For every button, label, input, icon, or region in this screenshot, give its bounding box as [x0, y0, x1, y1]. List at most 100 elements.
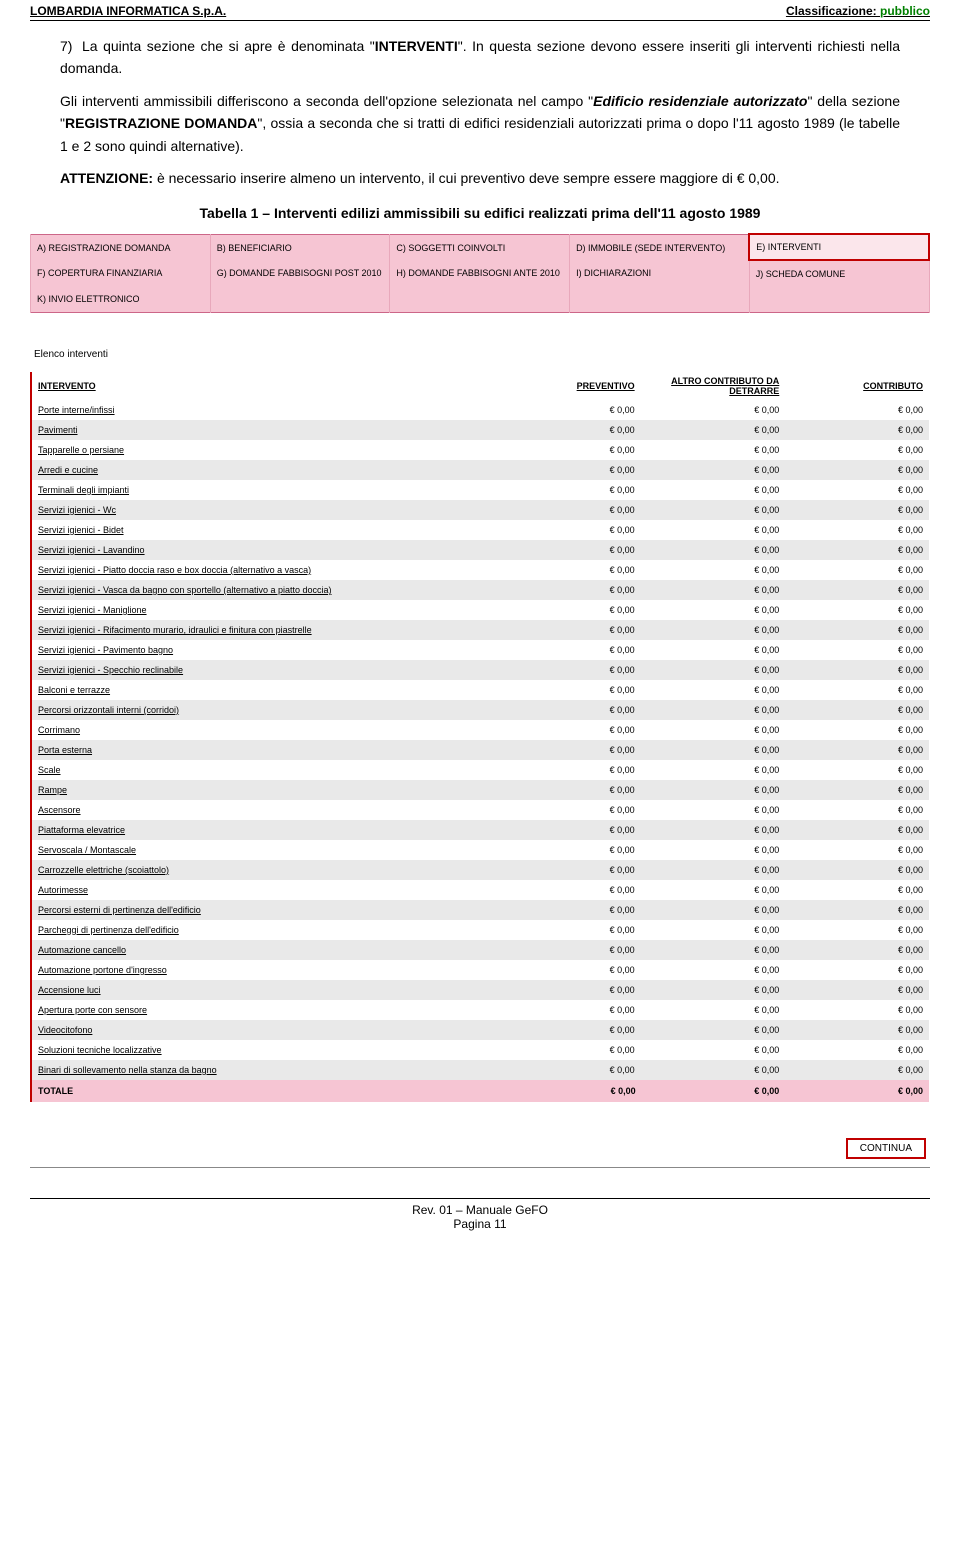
row-label[interactable]: Porte interne/infissi — [31, 400, 498, 420]
row-value: € 0,00 — [642, 600, 786, 620]
col-altro-contributo[interactable]: ALTRO CONTRIBUTO DA DETRARRE — [642, 372, 786, 400]
row-value: € 0,00 — [642, 520, 786, 540]
row-value: € 0,00 — [785, 800, 929, 820]
row-value: € 0,00 — [785, 560, 929, 580]
table-row: Servizi igienici - Piatto doccia raso e … — [31, 560, 929, 580]
row-value: € 0,00 — [642, 540, 786, 560]
row-label[interactable]: Apertura porte con sensore — [31, 1000, 498, 1020]
row-label[interactable]: Servizi igienici - Vasca da bagno con sp… — [31, 580, 498, 600]
row-label[interactable]: Scale — [31, 760, 498, 780]
table-caption: Tabella 1 – Interventi edilizi ammissibi… — [30, 205, 930, 221]
table-row: Servoscala / Montascale€ 0,00€ 0,00€ 0,0… — [31, 840, 929, 860]
row-label[interactable]: Videocitofono — [31, 1020, 498, 1040]
row-label[interactable]: Servizi igienici - Specchio reclinabile — [31, 660, 498, 680]
row-label[interactable]: Servizi igienici - Pavimento bagno — [31, 640, 498, 660]
row-value: € 0,00 — [785, 920, 929, 940]
col-intervento[interactable]: INTERVENTO — [31, 372, 498, 400]
col-preventivo[interactable]: PREVENTIVO — [498, 372, 642, 400]
row-label[interactable]: Binari di sollevamento nella stanza da b… — [31, 1060, 498, 1080]
row-value: € 0,00 — [642, 860, 786, 880]
list-title: Elenco interventi — [34, 349, 930, 360]
row-value: € 0,00 — [498, 580, 642, 600]
tab-h[interactable]: H) DOMANDE FABBISOGNI ANTE 2010 — [390, 260, 570, 286]
tab-i[interactable]: I) DICHIARAZIONI — [570, 260, 750, 286]
row-value: € 0,00 — [498, 620, 642, 640]
row-value: € 0,00 — [498, 1000, 642, 1020]
row-label[interactable]: Servizi igienici - Piatto doccia raso e … — [31, 560, 498, 580]
row-label[interactable]: Tapparelle o persiane — [31, 440, 498, 460]
row-value: € 0,00 — [642, 760, 786, 780]
row-label[interactable]: Servizi igienici - Maniglione — [31, 600, 498, 620]
row-value: € 0,00 — [498, 1040, 642, 1060]
table-row: Servizi igienici - Vasca da bagno con sp… — [31, 580, 929, 600]
row-label[interactable]: Porta esterna — [31, 740, 498, 760]
table-row: Ascensore€ 0,00€ 0,00€ 0,00 — [31, 800, 929, 820]
row-label[interactable]: Servoscala / Montascale — [31, 840, 498, 860]
row-label[interactable]: Soluzioni tecniche localizzative — [31, 1040, 498, 1060]
row-label[interactable]: Rampe — [31, 780, 498, 800]
row-value: € 0,00 — [498, 560, 642, 580]
row-value: € 0,00 — [785, 760, 929, 780]
table-total-row: TOTALE € 0,00 € 0,00 € 0,00 — [31, 1080, 929, 1102]
table-row: Terminali degli impianti€ 0,00€ 0,00€ 0,… — [31, 480, 929, 500]
row-value: € 0,00 — [498, 520, 642, 540]
row-value: € 0,00 — [498, 700, 642, 720]
row-label[interactable]: Servizi igienici - Rifacimento murario, … — [31, 620, 498, 640]
row-value: € 0,00 — [642, 400, 786, 420]
row-label[interactable]: Servizi igienici - Lavandino — [31, 540, 498, 560]
header-left: LOMBARDIA INFORMATICA S.p.A. — [30, 4, 226, 18]
row-label[interactable]: Automazione cancello — [31, 940, 498, 960]
row-label[interactable]: Percorsi esterni di pertinenza dell'edif… — [31, 900, 498, 920]
row-label[interactable]: Piattaforma elevatrice — [31, 820, 498, 840]
row-label[interactable]: Accensione luci — [31, 980, 498, 1000]
row-value: € 0,00 — [498, 920, 642, 940]
table-row: Soluzioni tecniche localizzative€ 0,00€ … — [31, 1040, 929, 1060]
continua-button[interactable]: CONTINUA — [846, 1138, 926, 1159]
table-row: Tapparelle o persiane€ 0,00€ 0,00€ 0,00 — [31, 440, 929, 460]
row-value: € 0,00 — [498, 640, 642, 660]
row-label[interactable]: Autorimesse — [31, 880, 498, 900]
row-label[interactable]: Percorsi orizzontali interni (corridoi) — [31, 700, 498, 720]
tab-e[interactable]: E) INTERVENTI — [749, 234, 929, 260]
table-row: Servizi igienici - Rifacimento murario, … — [31, 620, 929, 640]
row-value: € 0,00 — [642, 820, 786, 840]
row-value: € 0,00 — [642, 720, 786, 740]
row-label[interactable]: Arredi e cucine — [31, 460, 498, 480]
tab-j[interactable]: J) SCHEDA COMUNE — [749, 260, 929, 286]
continue-wrap: CONTINUA — [30, 1138, 930, 1159]
row-value: € 0,00 — [642, 1060, 786, 1080]
row-label[interactable]: Balconi e terrazze — [31, 680, 498, 700]
table-row: Servizi igienici - Lavandino€ 0,00€ 0,00… — [31, 540, 929, 560]
section-7-p2: Gli interventi ammissibili differiscono … — [60, 90, 900, 157]
row-value: € 0,00 — [785, 900, 929, 920]
table-header-row: INTERVENTO PREVENTIVO ALTRO CONTRIBUTO D… — [31, 372, 929, 400]
row-label[interactable]: Automazione portone d'ingresso — [31, 960, 498, 980]
table-row: Porta esterna€ 0,00€ 0,00€ 0,00 — [31, 740, 929, 760]
row-value: € 0,00 — [498, 540, 642, 560]
tab-k[interactable]: K) INVIO ELETTRONICO — [31, 286, 211, 312]
row-value: € 0,00 — [642, 880, 786, 900]
row-label[interactable]: Servizi igienici - Wc — [31, 500, 498, 520]
tab-a[interactable]: A) REGISTRAZIONE DOMANDA — [31, 234, 211, 260]
row-value: € 0,00 — [785, 500, 929, 520]
row-label[interactable]: Pavimenti — [31, 420, 498, 440]
col-contributo[interactable]: CONTRIBUTO — [785, 372, 929, 400]
row-label[interactable]: Ascensore — [31, 800, 498, 820]
table-row: Carrozzelle elettriche (scoiattolo) € 0,0… — [31, 860, 929, 880]
row-label[interactable]: Corrimano — [31, 720, 498, 740]
row-label[interactable]: Terminali degli impianti — [31, 480, 498, 500]
totale-contributo: € 0,00 — [785, 1080, 929, 1102]
row-label[interactable]: Parcheggi di pertinenza dell'edificio — [31, 920, 498, 940]
row-label[interactable]: Carrozzelle elettriche (scoiattolo) — [31, 860, 498, 880]
table-row: Porte interne/infissi€ 0,00€ 0,00€ 0,00 — [31, 400, 929, 420]
tab-f[interactable]: F) COPERTURA FINANZIARIA — [31, 260, 211, 286]
row-value: € 0,00 — [642, 740, 786, 760]
tab-b[interactable]: B) BENEFICIARIO — [210, 234, 390, 260]
tab-g[interactable]: G) DOMANDE FABBISOGNI POST 2010 — [210, 260, 390, 286]
table-row: Apertura porte con sensore€ 0,00€ 0,00€ … — [31, 1000, 929, 1020]
row-value: € 0,00 — [498, 800, 642, 820]
tab-d[interactable]: D) IMMOBILE (SEDE INTERVENTO) — [570, 234, 750, 260]
row-value: € 0,00 — [642, 1040, 786, 1060]
row-label[interactable]: Servizi igienici - Bidet — [31, 520, 498, 540]
tab-c[interactable]: C) SOGGETTI COINVOLTI — [390, 234, 570, 260]
